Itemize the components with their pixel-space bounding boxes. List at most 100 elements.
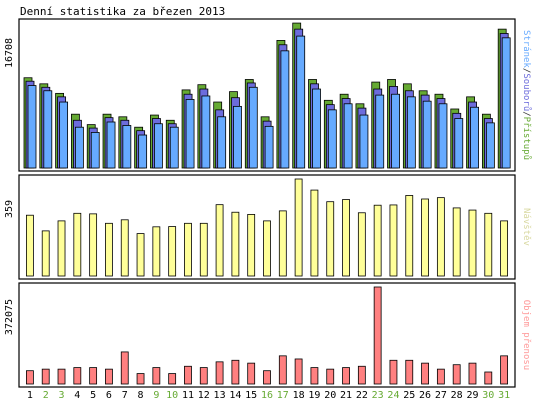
bar-objem-p-enosu-24 xyxy=(389,359,398,385)
bar-n-v-t-v-15 xyxy=(247,213,256,277)
x-tick-label: 11 xyxy=(182,390,194,401)
x-tick-label: 28 xyxy=(451,390,463,401)
x-tick-label: 19 xyxy=(308,390,320,401)
bar-n-v-t-v-6 xyxy=(105,222,113,277)
x-tick-label: 31 xyxy=(498,390,510,401)
bar-n-v-t-v-16 xyxy=(263,220,271,277)
bar-str-nek-29 xyxy=(470,106,479,169)
x-tick-label: 25 xyxy=(403,390,415,401)
bar-n-v-t-v-1 xyxy=(25,214,34,277)
bar-n-v-t-v-24 xyxy=(389,204,398,277)
bar-n-v-t-v-28 xyxy=(452,207,461,277)
bar-n-v-t-v-31 xyxy=(500,220,509,277)
bar-str-nek-23 xyxy=(375,94,385,169)
bar-n-v-t-v-22 xyxy=(357,212,366,277)
bar-str-nek-14 xyxy=(233,105,242,169)
bar-n-v-t-v-19 xyxy=(310,189,319,277)
bar-objem-p-enosu-10 xyxy=(168,373,177,385)
bar-objem-p-enosu-6 xyxy=(105,368,113,385)
bar-objem-p-enosu-31 xyxy=(500,355,509,385)
bar-n-v-t-v-14 xyxy=(231,211,240,277)
chart-title: Denní statistika za březen 2013 xyxy=(20,5,225,18)
bar-objem-p-enosu-5 xyxy=(89,367,98,385)
bar-str-nek-27 xyxy=(438,103,448,169)
x-tick-label: 10 xyxy=(166,390,178,401)
legend-visits: Návštěv xyxy=(521,208,532,246)
panel-traffic: 16708 Stránek/Souborů/Přístupů xyxy=(4,18,532,172)
legend-entry: Stránek xyxy=(521,30,531,69)
bar-objem-p-enosu-15 xyxy=(247,362,256,385)
bar-n-v-t-v-11 xyxy=(184,222,192,277)
x-tick-label: 1 xyxy=(27,390,33,401)
bar-str-nek-31 xyxy=(501,37,511,169)
legend-entry: / xyxy=(521,68,531,73)
bar-n-v-t-v-2 xyxy=(41,230,50,277)
x-tick-label: 27 xyxy=(435,390,447,401)
bar-objem-p-enosu-28 xyxy=(452,364,461,385)
bar-objem-p-enosu-30 xyxy=(484,371,493,385)
x-tick-label: 4 xyxy=(74,390,80,401)
bar-str-nek-30 xyxy=(485,122,495,169)
legend-entry: Návštěv xyxy=(521,208,532,246)
y-max-label: 372075 xyxy=(4,299,15,335)
bar-n-v-t-v-7 xyxy=(120,219,129,277)
bar-n-v-t-v-29 xyxy=(468,209,477,277)
bar-n-v-t-v-13 xyxy=(215,204,224,277)
x-tick-label: 26 xyxy=(419,390,431,401)
x-tick-label: 18 xyxy=(293,390,305,401)
bar-str-nek-20 xyxy=(327,109,337,169)
bar-objem-p-enosu-22 xyxy=(357,365,366,385)
bar-str-nek-22 xyxy=(359,114,369,169)
bar-n-v-t-v-30 xyxy=(484,212,493,277)
bar-objem-p-enosu-7 xyxy=(120,351,129,385)
bar-n-v-t-v-18 xyxy=(294,178,303,277)
x-tick-label: 5 xyxy=(90,390,96,401)
x-tick-label: 29 xyxy=(466,390,478,401)
x-tick-label: 24 xyxy=(387,390,399,401)
bar-objem-p-enosu-3 xyxy=(57,368,66,385)
bar-str-nek-21 xyxy=(343,103,353,169)
x-tick-label: 16 xyxy=(261,390,273,401)
bar-objem-p-enosu-8 xyxy=(136,373,145,385)
bar-n-v-t-v-5 xyxy=(89,213,98,277)
x-tick-label: 14 xyxy=(229,390,241,401)
bar-n-v-t-v-25 xyxy=(405,195,414,277)
legend-transfer: Objem přenosu xyxy=(521,300,531,370)
x-tick-label: 20 xyxy=(324,390,336,401)
legend-traffic: Stránek/Souborů/Přístupů xyxy=(521,30,532,160)
legend-entry: Objem přenosu xyxy=(521,300,531,370)
bar-str-nek-12 xyxy=(201,95,211,169)
bar-n-v-t-v-17 xyxy=(278,210,287,277)
x-tick-label: 2 xyxy=(43,390,49,401)
bar-str-nek-1 xyxy=(27,85,37,169)
bar-objem-p-enosu-29 xyxy=(468,362,477,385)
bar-objem-p-enosu-21 xyxy=(342,367,350,385)
bar-n-v-t-v-10 xyxy=(168,226,177,277)
x-tick-label: 22 xyxy=(356,390,368,401)
bar-str-nek-28 xyxy=(454,118,464,169)
bar-n-v-t-v-8 xyxy=(136,233,145,277)
panel-visits: 359 Návštěv xyxy=(4,174,532,280)
bar-str-nek-4 xyxy=(75,126,84,169)
bar-n-v-t-v-26 xyxy=(421,198,429,277)
bar-objem-p-enosu-4 xyxy=(73,367,82,385)
bar-objem-p-enosu-9 xyxy=(152,367,161,385)
bar-n-v-t-v-27 xyxy=(436,197,445,277)
bar-str-nek-17 xyxy=(280,50,290,169)
x-tick-label: 9 xyxy=(153,390,159,401)
x-tick-label: 21 xyxy=(340,390,352,401)
bar-objem-p-enosu-14 xyxy=(231,359,240,385)
x-tick-label: 3 xyxy=(59,390,65,401)
bar-objem-p-enosu-2 xyxy=(41,368,50,385)
bar-n-v-t-v-21 xyxy=(342,199,350,277)
bar-str-nek-24 xyxy=(391,93,400,169)
bar-str-nek-25 xyxy=(406,96,416,169)
bar-str-nek-9 xyxy=(154,123,163,169)
bar-str-nek-18 xyxy=(296,35,306,169)
bar-str-nek-2 xyxy=(43,90,53,169)
bar-str-nek-13 xyxy=(217,116,227,169)
bar-str-nek-10 xyxy=(169,126,179,169)
x-tick-label: 12 xyxy=(198,390,210,401)
